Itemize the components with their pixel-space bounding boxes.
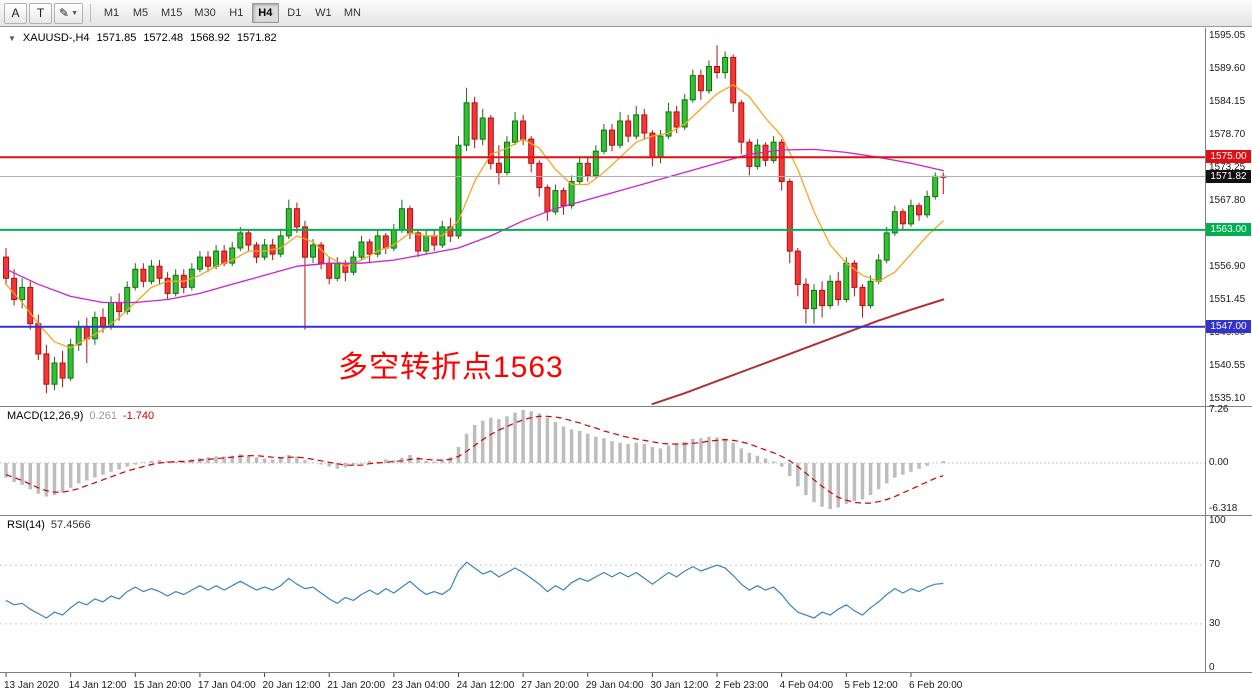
timeframe-button-m5[interactable]: M5 (132, 7, 149, 19)
toolbar: A T ✎ ▼ M1 M5 M15 M30 H1 H4 D1 W1 MN (0, 0, 1252, 27)
ma-fast (5, 84, 944, 349)
timeframe-button-h1[interactable]: H1 (229, 7, 244, 19)
timeframe-button-m30[interactable]: M30 (194, 7, 216, 19)
dropdown-arrow-icon: ▼ (71, 9, 78, 17)
timeframe-button-group: M1 M5 M15 M30 H1 H4 D1 W1 MN (98, 3, 366, 23)
tool-button-group: A T ✎ ▼ (4, 2, 83, 24)
toolbar-separator (90, 4, 91, 22)
text-tool-button[interactable]: T (29, 2, 52, 24)
timeframe-button-mn[interactable]: MN (343, 7, 361, 19)
timeframe-button-d1[interactable]: D1 (287, 7, 302, 19)
draw-tool-button[interactable]: ✎ ▼ (54, 2, 83, 24)
timeframe-button-m1[interactable]: M1 (103, 7, 120, 19)
timeframe-button-m15[interactable]: M15 (161, 7, 183, 19)
timeframe-button-w1[interactable]: W1 (315, 7, 332, 19)
cursor-tool-button[interactable]: A (4, 2, 27, 24)
timeframe-button-h4[interactable]: H4 (251, 3, 279, 23)
ma-slow (651, 298, 945, 406)
ma-mid (5, 148, 944, 304)
